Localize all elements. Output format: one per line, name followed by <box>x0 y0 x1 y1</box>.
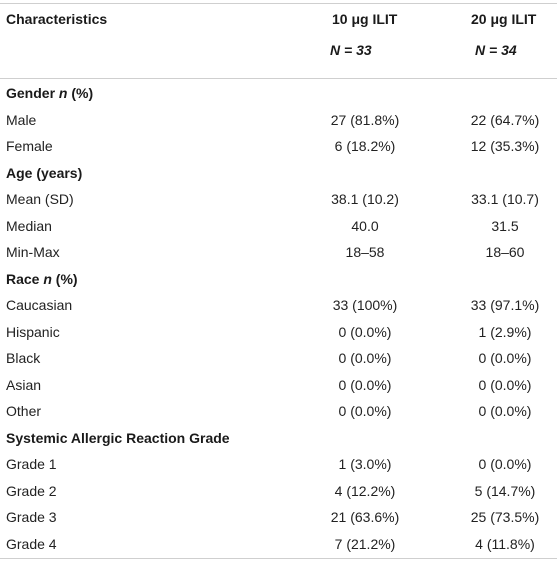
row-label: Caucasian <box>6 297 73 313</box>
section-header: Age (years) <box>0 160 557 187</box>
row-label: Other <box>6 403 42 419</box>
table-header: Characteristics 10 μg ILIT N = 33 20 μg … <box>0 0 557 78</box>
cell-10ug: 38.1 (10.2) <box>331 191 399 207</box>
header-rule <box>0 78 557 79</box>
header-col1-title: 10 μg ILIT <box>332 11 398 27</box>
cell-10ug: 0 (0.0%) <box>338 376 392 393</box>
row-label: Male <box>6 111 37 128</box>
cell-10ug: 0 (0.0%) <box>338 323 392 340</box>
header-col2-n: N = 34 <box>475 42 517 58</box>
header-col2-title: 20 μg ILIT <box>471 11 537 27</box>
section-header: Race n (%) <box>0 266 557 293</box>
row-label: Black <box>6 350 41 366</box>
table-row: Black 0 (0.0%) 0 (0.0%) <box>0 345 557 372</box>
table-row: Asian 0 (0.0%) 0 (0.0%) <box>0 372 557 399</box>
table-row: Female 6 (18.2%) 12 (35.3%) <box>0 133 557 160</box>
bottom-rule <box>0 558 557 559</box>
cell-20ug: 18–60 <box>485 244 525 260</box>
row-label: Median <box>6 217 52 234</box>
cell-20ug: 0 (0.0%) <box>478 350 532 366</box>
table-row: Median 40.0 31.5 <box>0 213 557 240</box>
table-row: Grade 1 1 (3.0%) 0 (0.0%) <box>0 451 557 478</box>
cell-20ug: 1 (2.9%) <box>478 323 532 340</box>
table-row: Other 0 (0.0%) 0 (0.0%) <box>0 398 557 425</box>
row-label: Hispanic <box>6 323 60 340</box>
cell-10ug: 4 (12.2%) <box>334 482 396 499</box>
cell-20ug: 0 (0.0%) <box>478 456 532 472</box>
cell-20ug: 4 (11.8%) <box>475 535 535 552</box>
row-label: Grade 3 <box>6 509 57 525</box>
row-label: Min-Max <box>6 244 60 260</box>
cell-20ug: 25 (73.5%) <box>470 509 540 525</box>
cell-20ug: 0 (0.0%) <box>478 376 532 393</box>
section-title: Race n (%) <box>6 270 78 287</box>
table-row: Male 27 (81.8%) 22 (64.7%) <box>0 107 557 134</box>
section-title: Age (years) <box>6 164 83 181</box>
cell-20ug: 31.5 <box>491 217 519 234</box>
section-header: Systemic Allergic Reaction Grade <box>0 425 557 452</box>
cell-10ug: 21 (63.6%) <box>330 509 400 525</box>
section-title: Systemic Allergic Reaction Grade <box>6 429 230 446</box>
cell-10ug: 27 (81.8%) <box>330 111 400 128</box>
cell-10ug: 0 (0.0%) <box>338 350 392 366</box>
cell-10ug: 7 (21.2%) <box>334 535 396 552</box>
cell-20ug: 33.1 (10.7) <box>471 191 539 207</box>
section-header: Gender n (%) <box>0 80 557 107</box>
row-label: Mean (SD) <box>6 191 74 207</box>
section-title: Gender n (%) <box>6 85 94 101</box>
row-label: Grade 1 <box>6 456 57 472</box>
table-row: Grade 2 4 (12.2%) 5 (14.7%) <box>0 478 557 505</box>
cell-10ug: 40.0 <box>351 217 379 234</box>
table-row: Min-Max 18–58 18–60 <box>0 239 557 266</box>
row-label: Female <box>6 138 53 154</box>
cell-10ug: 0 (0.0%) <box>338 403 392 419</box>
table-row: Hispanic 0 (0.0%) 1 (2.9%) <box>0 319 557 346</box>
table-row: Grade 4 7 (21.2%) 4 (11.8%) <box>0 531 557 558</box>
row-label: Asian <box>6 376 42 393</box>
cell-10ug: 6 (18.2%) <box>334 138 396 154</box>
cell-10ug: 1 (3.0%) <box>338 456 392 472</box>
table-row: Mean (SD) 38.1 (10.2) 33.1 (10.7) <box>0 186 557 213</box>
cell-20ug: 0 (0.0%) <box>478 403 532 419</box>
cell-10ug: 18–58 <box>345 244 385 260</box>
row-label: Grade 4 <box>6 535 57 552</box>
row-label: Grade 2 <box>6 482 57 499</box>
table-row: Grade 3 21 (63.6%) 25 (73.5%) <box>0 504 557 531</box>
cell-20ug: 33 (97.1%) <box>470 297 540 313</box>
table-row: Caucasian 33 (100%) 33 (97.1%) <box>0 292 557 319</box>
top-rule <box>0 3 557 4</box>
header-col1-n: N = 33 <box>330 42 372 58</box>
cell-20ug: 5 (14.7%) <box>474 482 536 499</box>
header-characteristics: Characteristics <box>6 11 108 27</box>
cell-20ug: 12 (35.3%) <box>470 138 540 154</box>
cell-20ug: 22 (64.7%) <box>470 111 540 128</box>
cell-10ug: 33 (100%) <box>332 297 398 313</box>
